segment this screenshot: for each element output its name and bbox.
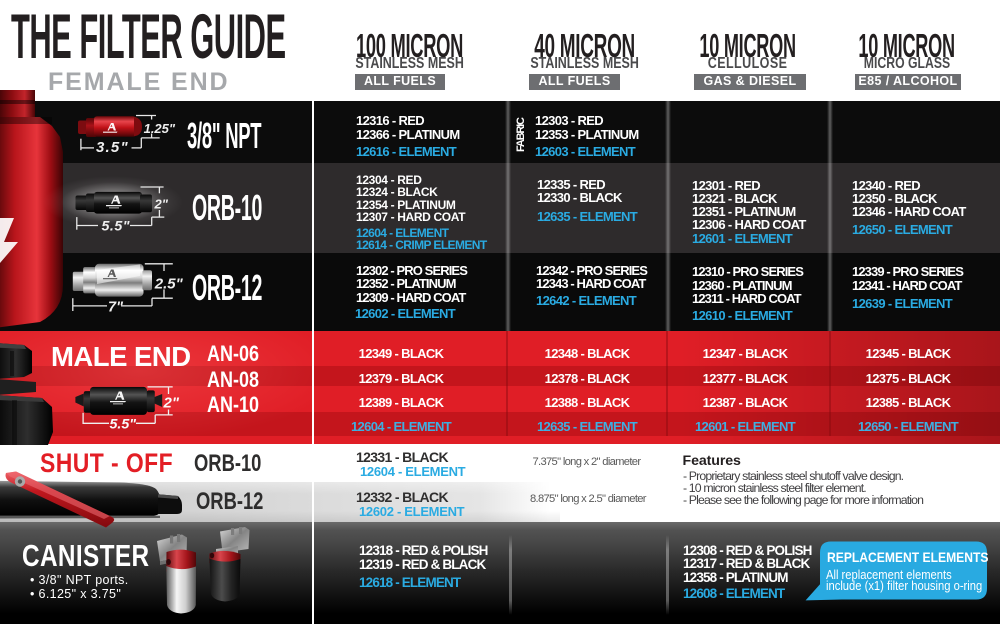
svg-text:2": 2" xyxy=(154,197,169,212)
svg-text:2.5": 2.5" xyxy=(154,275,184,292)
svg-text:7": 7" xyxy=(108,300,124,316)
svg-text:2": 2" xyxy=(163,395,180,412)
svg-text:3.5": 3.5" xyxy=(96,139,129,156)
svg-text:5.5": 5.5" xyxy=(102,218,130,234)
svg-text:5.5": 5.5" xyxy=(110,416,137,432)
svg-text:1.25": 1.25" xyxy=(144,121,176,136)
